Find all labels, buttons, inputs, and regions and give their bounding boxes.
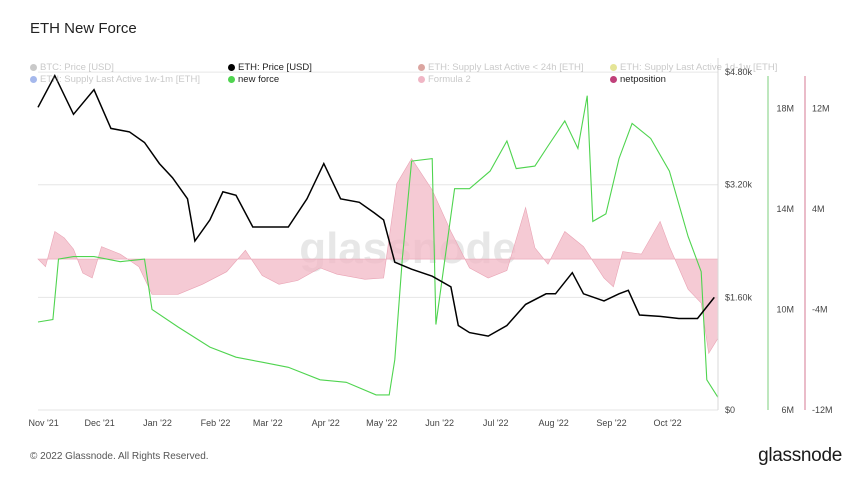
legend-label: ETH: Supply Last Active 1w-1m [ETH] <box>40 74 200 85</box>
x-tick-label: Apr '22 <box>312 418 340 428</box>
new-force-tick-label: 14M <box>776 204 794 214</box>
x-tick-label: Nov '21 <box>28 418 58 428</box>
legend-dot-icon <box>418 64 425 71</box>
netposition-tick-label: 12M <box>812 103 830 113</box>
netposition-area <box>37 158 719 355</box>
netposition-tick-label: 4M <box>812 204 825 214</box>
legend-dot-icon <box>418 76 425 83</box>
x-tick-label: Jan '22 <box>143 418 172 428</box>
netposition-tick-label: -12M <box>812 405 833 415</box>
new-force-tick-label: 10M <box>776 304 794 314</box>
legend-label: ETH: Supply Last Active < 24h [ETH] <box>428 62 584 73</box>
legend: BTC: Price [USD] ETH: Price [USD] ETH: Sup… <box>30 62 777 88</box>
x-tick-label: Dec '21 <box>85 418 115 428</box>
legend-dot-icon <box>228 76 235 83</box>
x-tick-label: Mar '22 <box>253 418 283 428</box>
legend-item[interactable]: ETH: Price [USD] <box>228 62 312 73</box>
legend-item[interactable]: ETH: Supply Last Active 1d-1w [ETH] <box>610 62 777 73</box>
legend-label: ETH: Price [USD] <box>238 62 312 73</box>
x-tick-label: Jun '22 <box>425 418 454 428</box>
legend-item[interactable]: new force <box>228 74 279 85</box>
legend-dot-icon <box>228 64 235 71</box>
legend-dot-icon <box>610 76 617 83</box>
legend-dot-icon <box>30 76 37 83</box>
eth-price-line <box>37 73 715 337</box>
new-force-tick-label: 6M <box>781 405 794 415</box>
new-force-tick-label: 18M <box>776 103 794 113</box>
legend-dot-icon <box>610 64 617 71</box>
glassnode-logo: glassnode <box>758 445 842 466</box>
x-tick-label: May '22 <box>366 418 397 428</box>
new-force-line <box>37 95 719 398</box>
legend-label: new force <box>238 74 280 85</box>
price-tick-label: $3.20k <box>725 180 753 190</box>
legend-dot-icon <box>30 64 37 71</box>
x-tick-label: Jul '22 <box>483 418 509 428</box>
page-title: ETH New Force <box>30 20 137 37</box>
copyright-text: © 2022 Glassnode. All Rights Reserved. <box>30 451 209 462</box>
x-tick-label: Oct '22 <box>653 418 681 428</box>
x-tick-label: Feb '22 <box>201 418 231 428</box>
price-tick-label: $0 <box>725 405 735 415</box>
chart-frame: glassnode$0$1.60k$3.20k$4.80k6M10M14M18M… <box>28 58 844 436</box>
netposition-tick-label: -4M <box>812 304 828 314</box>
price-tick-label: $1.60k <box>725 292 753 302</box>
x-tick-label: Sep '22 <box>596 418 626 428</box>
legend-label: ETH: Supply Last Active 1d-1w [ETH] <box>620 62 778 73</box>
legend-label: BTC: Price [USD] <box>40 62 114 73</box>
x-tick-label: Aug '22 <box>538 418 568 428</box>
legend-item[interactable]: ETH: Supply Last Active < 24h [ETH] <box>418 62 584 73</box>
legend-label: Formula 2 <box>428 74 471 85</box>
price-tick-label: $4.80k <box>725 67 753 77</box>
chart-svg: glassnode$0$1.60k$3.20k$4.80k6M10M14M18M… <box>28 58 833 428</box>
legend-item[interactable]: BTC: Price [USD] <box>30 62 114 73</box>
legend-item[interactable]: netposition <box>610 74 666 85</box>
legend-item[interactable]: Formula 2 <box>418 74 471 85</box>
legend-item[interactable]: ETH: Supply Last Active 1w-1m [ETH] <box>30 74 200 85</box>
legend-label: netposition <box>620 74 666 85</box>
